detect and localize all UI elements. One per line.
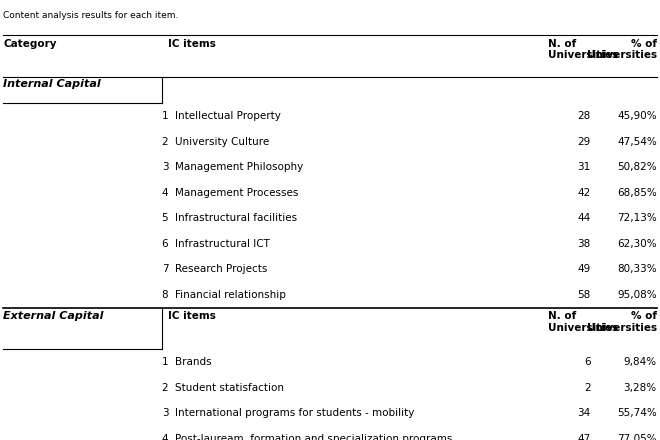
Text: 77,05%: 77,05% [617, 434, 657, 440]
Text: 3: 3 [162, 162, 168, 172]
Text: 50,82%: 50,82% [617, 162, 657, 172]
Text: 2: 2 [162, 137, 168, 147]
Text: 45,90%: 45,90% [617, 111, 657, 121]
Text: Internal Capital: Internal Capital [3, 79, 101, 89]
Text: Brands: Brands [175, 357, 211, 367]
Text: 29: 29 [578, 137, 591, 147]
Text: 7: 7 [162, 264, 168, 274]
Text: 47: 47 [578, 434, 591, 440]
Text: Management Processes: Management Processes [175, 188, 298, 198]
Text: 4: 4 [162, 434, 168, 440]
Text: 72,13%: 72,13% [617, 213, 657, 223]
Text: 6: 6 [162, 239, 168, 249]
Text: Content analysis results for each item.: Content analysis results for each item. [3, 11, 179, 20]
Text: 95,08%: 95,08% [617, 290, 657, 300]
Text: 3,28%: 3,28% [624, 383, 657, 392]
Text: Category: Category [3, 39, 57, 49]
Text: IC items: IC items [168, 39, 216, 49]
Text: 49: 49 [578, 264, 591, 274]
Text: Infrastructural facilities: Infrastructural facilities [175, 213, 297, 223]
Text: Research Projects: Research Projects [175, 264, 267, 274]
Text: 5: 5 [162, 213, 168, 223]
Text: 68,85%: 68,85% [617, 188, 657, 198]
Text: 38: 38 [578, 239, 591, 249]
Text: 8: 8 [162, 290, 168, 300]
Text: 62,30%: 62,30% [617, 239, 657, 249]
Text: University Culture: University Culture [175, 137, 269, 147]
Text: % of
Universities: % of Universities [587, 39, 657, 60]
Text: 42: 42 [578, 188, 591, 198]
Text: 1: 1 [162, 357, 168, 367]
Text: 44: 44 [578, 213, 591, 223]
Text: 4: 4 [162, 188, 168, 198]
Text: 55,74%: 55,74% [617, 408, 657, 418]
Text: External Capital: External Capital [3, 311, 104, 321]
Text: 28: 28 [578, 111, 591, 121]
Text: Infrastructural ICT: Infrastructural ICT [175, 239, 270, 249]
Text: N. of
Universities: N. of Universities [548, 311, 618, 333]
Text: 6: 6 [584, 357, 591, 367]
Text: 1: 1 [162, 111, 168, 121]
Text: International programs for students - mobility: International programs for students - mo… [175, 408, 414, 418]
Text: 80,33%: 80,33% [617, 264, 657, 274]
Text: N. of
Universities: N. of Universities [548, 39, 618, 60]
Text: 34: 34 [578, 408, 591, 418]
Text: 3: 3 [162, 408, 168, 418]
Text: Management Philosophy: Management Philosophy [175, 162, 303, 172]
Text: Student statisfaction: Student statisfaction [175, 383, 284, 392]
Text: 31: 31 [578, 162, 591, 172]
Text: 47,54%: 47,54% [617, 137, 657, 147]
Text: 9,84%: 9,84% [624, 357, 657, 367]
Text: 2: 2 [584, 383, 591, 392]
Text: Financial relationship: Financial relationship [175, 290, 286, 300]
Text: IC items: IC items [168, 311, 216, 321]
Text: % of
Universities: % of Universities [587, 311, 657, 333]
Text: 2: 2 [162, 383, 168, 392]
Text: Post-lauream, formation and specialization programs: Post-lauream, formation and specializati… [175, 434, 452, 440]
Text: 58: 58 [578, 290, 591, 300]
Text: Intellectual Property: Intellectual Property [175, 111, 280, 121]
